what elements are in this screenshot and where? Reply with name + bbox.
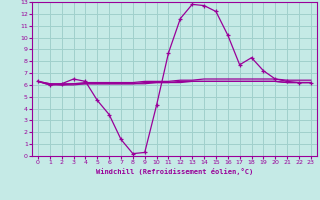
X-axis label: Windchill (Refroidissement éolien,°C): Windchill (Refroidissement éolien,°C) <box>96 168 253 175</box>
